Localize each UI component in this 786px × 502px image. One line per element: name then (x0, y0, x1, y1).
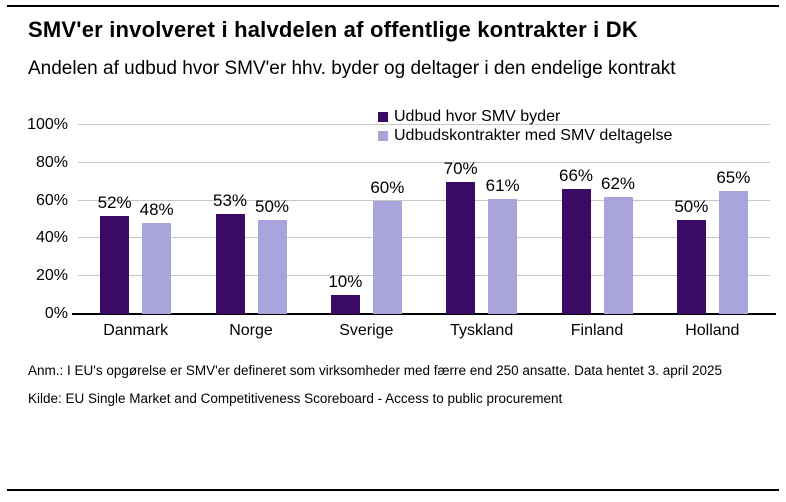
x-category-label-sverige: Sverige (339, 322, 394, 339)
bar-norge-series-1 (215, 213, 245, 314)
bar-finland-series-1 (561, 189, 591, 314)
y-tick-label-100: 100% (27, 116, 68, 133)
gridline-20 (78, 275, 770, 277)
bar-tyskland-series-2 (488, 198, 518, 314)
gridline-80 (78, 161, 770, 163)
legend-swatch-icon (378, 130, 388, 141)
top-divider (7, 5, 779, 7)
gridline-40 (78, 237, 770, 239)
data-label-tyskland-series-2: 61% (485, 175, 520, 195)
y-tick-label-0: 0% (44, 305, 68, 322)
data-label-holland-series-2: 65% (716, 168, 751, 188)
x-axis-line (72, 313, 776, 315)
footnote-note: Anm.: I EU's opgørelse er SMV'er definer… (28, 363, 722, 378)
bar-sverige-series-1 (330, 295, 360, 314)
legend-label: Udbud hvor SMV byder (394, 108, 561, 125)
chart-legend: Udbud hvor SMV byder Udbudskontrakter med… (378, 107, 672, 145)
bar-danmark-series-2 (142, 223, 172, 314)
bar-tyskland-series-1 (446, 181, 476, 314)
y-tick-label-60: 60% (35, 191, 68, 209)
data-label-danmark-series-1: 52% (97, 192, 132, 212)
data-label-tyskland-series-1: 70% (443, 158, 478, 178)
bar-holland-series-2 (718, 191, 748, 314)
bar-finland-series-2 (603, 196, 633, 314)
x-category-label-finland: Finland (570, 322, 624, 339)
x-category-label-holland: Holland (685, 322, 740, 339)
bar-sverige-series-2 (372, 200, 402, 314)
bar-holland-series-1 (676, 219, 706, 314)
data-label-sverige-series-2: 60% (370, 177, 405, 197)
data-label-holland-series-1: 50% (674, 196, 709, 216)
x-category-label-tyskland: Tyskland (450, 322, 514, 339)
x-category-label-norge: Norge (229, 322, 273, 339)
legend-label: Udbudskontrakter med SMV deltagelse (394, 127, 673, 144)
data-label-norge-series-1: 53% (212, 190, 248, 210)
gridline-60 (78, 199, 770, 201)
bar-norge-series-2 (257, 219, 287, 314)
bottom-divider (7, 489, 779, 491)
chart-subtitle: Andelen af udbud hvor SMV'er hhv. byder … (28, 58, 676, 79)
data-label-norge-series-2: 50% (254, 196, 290, 216)
data-label-sverige-series-1: 10% (328, 272, 363, 292)
y-tick-label-40: 40% (35, 229, 68, 247)
footnote-source: Kilde: EU Single Market and Competitiven… (28, 391, 563, 406)
y-tick-label-20: 20% (35, 267, 68, 285)
plot-area: 52% 48% 53% 50% 10% 60% 70% 61% 66% 62% 50% 65% (72, 124, 776, 315)
y-tick-label-80: 80% (35, 153, 68, 171)
bar-danmark-series-1 (100, 215, 130, 314)
data-label-danmark-series-2: 48% (139, 200, 174, 220)
legend-item-1: Udbud hvor SMV byder (378, 107, 672, 126)
x-category-label-danmark: Danmark (103, 322, 169, 339)
data-label-finland-series-2: 62% (600, 173, 636, 193)
legend-swatch-icon (378, 111, 388, 122)
legend-item-2: Udbudskontrakter med SMV deltagelse (378, 126, 672, 145)
chart-title: SMV'er involveret i halvdelen af offentl… (28, 17, 638, 42)
data-label-finland-series-1: 66% (558, 166, 594, 186)
gridline-100 (78, 124, 770, 125)
